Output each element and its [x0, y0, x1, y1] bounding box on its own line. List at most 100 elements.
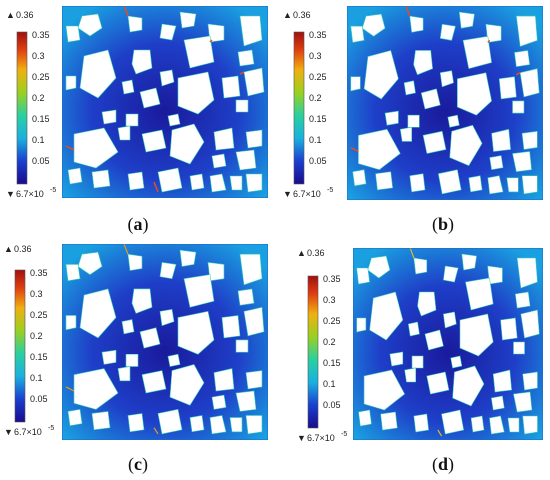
tick-label: 0.05 [309, 156, 327, 166]
stress-concentrations [65, 6, 245, 193]
colorbar-svg: ▲ 0.36 0.35 0.3 0.25 0.2 0.15 0.1 0.05 ▼… [297, 248, 347, 443]
colorbar-gradient [16, 31, 28, 185]
tick-label: 0.1 [323, 379, 336, 389]
tick-label: 0.3 [30, 289, 43, 299]
caption-letter: d [437, 454, 448, 474]
tick-label: 0.25 [309, 72, 327, 82]
tick-label: 0.35 [309, 30, 327, 40]
tick-label: 0.25 [30, 310, 48, 320]
colorbar-ticks: 0.35 0.3 0.25 0.2 0.15 0.1 0.05 [323, 274, 341, 410]
caption-close: ) [142, 454, 148, 474]
caption-a: (a) [118, 214, 158, 235]
panel-b: ▲ 0.36 0.35 0.3 0.25 0.2 0.15 0.1 0.05 ▼… [275, 0, 550, 240]
min-label: 6.7×10 [293, 189, 321, 199]
tick-label: 0.05 [32, 156, 50, 166]
colorbar-c: ▲ 0.36 0.35 0.3 0.25 0.2 0.15 0.1 0.05 ▼… [4, 242, 60, 437]
min-exponent: -5 [50, 187, 56, 194]
field-svg [353, 248, 543, 440]
min-exponent: -5 [327, 187, 333, 194]
colorbar-svg: ▲ 0.36 0.35 0.3 0.25 0.2 0.15 0.1 0.05 ▼… [283, 10, 333, 199]
min-marker: ▼ [283, 189, 292, 199]
tick-label: 0.3 [309, 51, 322, 61]
caption-open: ( [128, 454, 134, 474]
max-marker: ▲ [283, 10, 292, 20]
tick-label: 0.15 [32, 114, 50, 124]
field-plot-d [353, 248, 543, 440]
field-svg [62, 244, 268, 440]
min-label: 6.7×10 [307, 433, 335, 443]
min-marker: ▼ [4, 427, 13, 437]
caption-open: ( [431, 214, 438, 234]
colorbar-gradient [307, 275, 319, 429]
min-label: 6.7×10 [14, 427, 42, 437]
max-marker: ▲ [4, 244, 13, 254]
tick-label: 0.35 [30, 268, 48, 278]
caption-open: ( [127, 214, 134, 234]
colorbar-gradient [14, 269, 26, 423]
colorbar-ticks: 0.35 0.3 0.25 0.2 0.15 0.1 0.05 [32, 30, 50, 166]
field-plot-c [62, 244, 268, 440]
tick-label: 0.35 [32, 30, 50, 40]
caption-c: (c) [118, 454, 158, 475]
panel-d: ▲ 0.36 0.35 0.3 0.25 0.2 0.15 0.1 0.05 ▼… [275, 240, 550, 480]
tick-label: 0.25 [32, 72, 50, 82]
caption-b: (b) [423, 214, 463, 235]
tick-label: 0.25 [323, 316, 341, 326]
colorbar-ticks: 0.35 0.3 0.25 0.2 0.15 0.1 0.05 [30, 268, 48, 404]
tick-label: 0.2 [30, 331, 43, 341]
stress-concentrations [350, 6, 521, 153]
max-label: 0.36 [14, 244, 32, 254]
tick-label: 0.1 [32, 135, 45, 145]
min-marker: ▼ [297, 433, 306, 443]
tick-label: 0.05 [323, 400, 341, 410]
tick-label: 0.15 [309, 114, 327, 124]
tick-label: 0.2 [32, 93, 45, 103]
field-svg [347, 6, 543, 200]
tick-label: 0.3 [323, 295, 336, 305]
tick-label: 0.3 [32, 51, 45, 61]
field-svg [62, 6, 268, 198]
min-exponent: -5 [48, 425, 54, 432]
colorbar-svg: ▲ 0.36 0.35 0.3 0.25 0.2 0.15 0.1 0.05 ▼… [6, 10, 56, 199]
max-marker: ▲ [6, 10, 15, 20]
min-marker: ▼ [6, 189, 15, 199]
max-label: 0.36 [16, 10, 34, 20]
tick-label: 0.35 [323, 274, 341, 284]
particles [350, 11, 540, 195]
tick-label: 0.2 [309, 93, 322, 103]
colorbar-d: ▲ 0.36 0.35 0.3 0.25 0.2 0.15 0.1 0.05 ▼… [297, 246, 353, 443]
tick-label: 0.2 [323, 337, 336, 347]
caption-letter: c [134, 454, 142, 474]
stress-concentrations [409, 248, 443, 437]
tick-label: 0.05 [30, 394, 48, 404]
tick-label: 0.15 [323, 358, 341, 368]
colorbar-a: ▲ 0.36 0.35 0.3 0.25 0.2 0.15 0.1 0.05 ▼… [6, 8, 62, 199]
particles [65, 11, 265, 193]
field-plot-a [62, 6, 268, 198]
particles [65, 249, 265, 435]
caption-open: ( [431, 454, 438, 474]
panel-c: ▲ 0.36 0.35 0.3 0.25 0.2 0.15 0.1 0.05 ▼… [0, 240, 275, 480]
caption-close: ) [448, 214, 454, 234]
caption-close: ) [142, 214, 149, 234]
colorbar-gradient [293, 31, 305, 185]
particles [356, 253, 540, 435]
max-label: 0.36 [293, 10, 311, 20]
caption-letter: a [133, 214, 143, 234]
colorbar-ticks: 0.35 0.3 0.25 0.2 0.15 0.1 0.05 [309, 30, 327, 166]
tick-label: 0.1 [30, 373, 43, 383]
stress-concentrations [65, 244, 159, 435]
caption-d: (d) [423, 454, 463, 475]
tick-label: 0.1 [309, 135, 322, 145]
colorbar-svg: ▲ 0.36 0.35 0.3 0.25 0.2 0.15 0.1 0.05 ▼… [4, 244, 54, 437]
max-label: 0.36 [307, 248, 325, 258]
colorbar-b: ▲ 0.36 0.35 0.3 0.25 0.2 0.15 0.1 0.05 ▼… [283, 8, 339, 199]
caption-close: ) [448, 454, 454, 474]
min-label: 6.7×10 [16, 189, 44, 199]
caption-letter: b [437, 214, 448, 234]
min-exponent: -5 [341, 431, 347, 438]
field-plot-b [347, 6, 543, 200]
panel-a: ▲ 0.36 0.35 0.3 0.25 0.2 0.15 0.1 0.05 ▼… [0, 0, 275, 240]
tick-label: 0.15 [30, 352, 48, 362]
max-marker: ▲ [297, 248, 306, 258]
